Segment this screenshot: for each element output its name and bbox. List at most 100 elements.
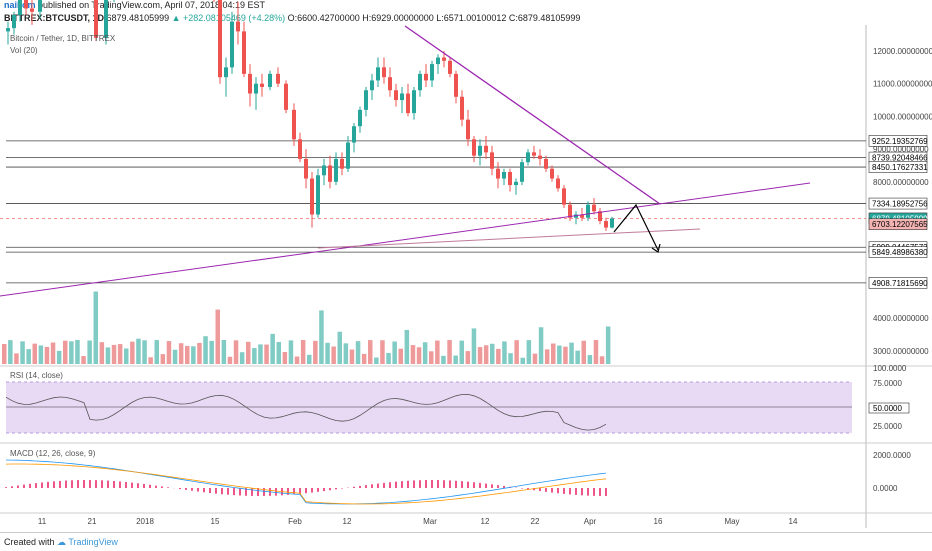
level-tag-label: 4908.71815690	[872, 279, 928, 288]
candle-body	[322, 165, 326, 176]
descending-trendline	[404, 25, 661, 205]
volume-bar	[203, 336, 208, 364]
time-axis-label: 11	[38, 517, 47, 526]
volume-bar	[197, 342, 202, 364]
time-axis-label: 12	[343, 517, 352, 526]
level-tag-label: 8739.92048466	[872, 154, 928, 163]
symbol-bar: BITTREX:BTCUSDT, 1D 6879.48105999 ▲ +282…	[0, 12, 932, 24]
candle-body	[18, 0, 22, 16]
macd-axis-label: 0.0000	[873, 484, 898, 493]
candle-body	[532, 152, 536, 156]
candle-body	[562, 188, 566, 205]
volume-bar	[453, 355, 458, 364]
volume-bar	[166, 341, 172, 364]
volume-bar	[246, 341, 251, 364]
candle-body	[292, 109, 296, 140]
time-axis-label: Feb	[288, 517, 302, 526]
candle-body	[508, 171, 512, 186]
volume-bar	[544, 349, 550, 364]
volume-bar	[477, 347, 483, 364]
ohlc-values: O:6600.42700000 H:6929.00000000 L:6571.0…	[287, 13, 581, 23]
projection-path	[613, 203, 659, 251]
macd-legend: MACD (12, 26, close, 9)	[10, 449, 96, 458]
volume-bar	[130, 341, 135, 364]
tradingview-brand[interactable]: TradingView	[68, 537, 118, 547]
volume-bar	[526, 340, 532, 364]
candle-body	[30, 8, 34, 12]
volume-bar	[142, 340, 147, 364]
volume-bar	[319, 310, 324, 364]
candle-body	[284, 83, 288, 110]
candle-body	[484, 145, 488, 153]
volume-bar	[392, 341, 397, 364]
candle-body	[364, 90, 368, 110]
price-axis-label: 12000.00000000	[873, 47, 932, 56]
level-tag-label: 6703.12207565	[872, 220, 928, 229]
volume-bar	[148, 357, 153, 364]
volume-bar	[233, 340, 239, 364]
volume-bar	[441, 355, 446, 364]
level-tag-box	[868, 161, 928, 173]
volume-bar	[429, 351, 434, 364]
candle-body	[230, 21, 234, 68]
volume-bar	[185, 345, 190, 364]
candle-body	[382, 67, 386, 78]
volume-bar	[38, 345, 44, 364]
candle-body	[24, 0, 28, 9]
candle-body	[38, 0, 42, 12]
candle-body	[526, 152, 530, 163]
volume-bar	[215, 309, 220, 364]
candle-body	[496, 168, 500, 179]
volume-bar	[191, 346, 196, 364]
tradingview-logo-icon[interactable]: ☁	[57, 537, 67, 547]
time-axis-label: 22	[531, 517, 540, 526]
candle-body	[352, 126, 356, 143]
volume-bar	[532, 353, 538, 364]
candle-body	[376, 67, 380, 81]
volume-bar	[496, 348, 501, 364]
volume-bar	[99, 342, 105, 364]
candle-body	[472, 139, 476, 156]
footer: Created with ☁ TradingView	[0, 532, 932, 551]
volume-bar	[282, 352, 288, 364]
volume-bar	[386, 352, 391, 364]
ascending-trendline	[0, 182, 811, 297]
candle-body	[6, 28, 10, 32]
macd-axis-label: 2000.0000	[873, 451, 911, 460]
volume-bar	[563, 346, 568, 364]
volume-bar	[410, 345, 416, 364]
volume-bar	[56, 350, 62, 364]
candle-body	[538, 155, 542, 159]
candle-body	[544, 158, 548, 169]
volume-bar	[435, 340, 440, 364]
candle-body	[406, 93, 410, 114]
candle-body	[388, 77, 392, 91]
volume-bar	[14, 353, 19, 364]
volume-bar	[50, 342, 56, 364]
candle-body	[340, 158, 344, 169]
volume-bar	[93, 291, 98, 364]
candle-body	[466, 119, 470, 140]
level-tag-box	[868, 246, 928, 258]
candle-body	[304, 158, 308, 179]
volume-bar	[349, 349, 355, 364]
volume-bar	[483, 345, 489, 364]
candle-body	[400, 93, 404, 101]
candle-body	[442, 57, 446, 61]
candle-body	[454, 73, 458, 97]
candle-body	[310, 178, 314, 215]
candle-body	[248, 73, 252, 94]
volume-bar	[8, 340, 13, 364]
volume-bar	[331, 346, 336, 364]
volume-bar	[361, 353, 367, 364]
volume-bar	[300, 340, 306, 364]
rsi-line	[5, 393, 607, 431]
volume-bar	[325, 342, 330, 364]
rsi-legend: RSI (14, close)	[10, 371, 63, 380]
volume-bar	[502, 341, 507, 364]
candle-body	[254, 83, 258, 94]
candle-body	[490, 152, 494, 169]
price-axis-label: 8000.00000000	[873, 178, 929, 187]
rsi-value-box	[868, 402, 910, 414]
